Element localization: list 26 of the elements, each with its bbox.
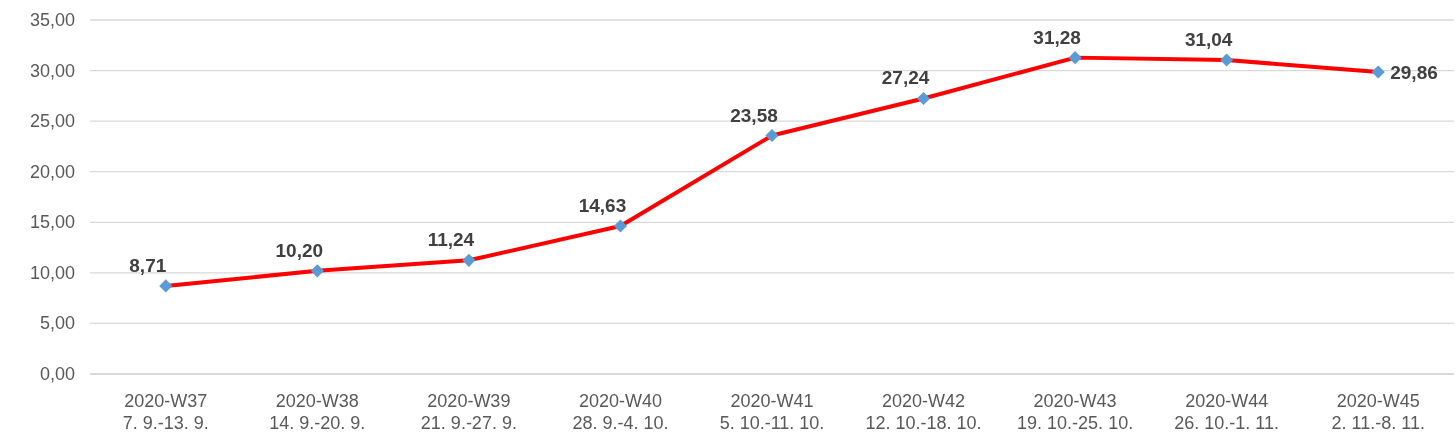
data-label: 8,71 [129,254,167,276]
data-label: 14,63 [578,195,627,217]
x-tick-label: 2020-W42 12. 10.-18. 10. [865,391,982,433]
x-tick-label: 2020-W40 28. 9.-4. 10. [572,391,669,433]
x-tick-label: 2020-W39 21. 9.-27. 9. [420,391,517,433]
data-label: 10,20 [275,239,324,261]
data-label: 31,28 [1033,26,1081,48]
y-tick-label: 5,00 [39,313,75,334]
x-tick-label: 2020-W44 26. 10.-1. 11. [1174,391,1280,433]
data-label: 27,24 [881,67,930,89]
y-tick-label: 15,00 [29,212,75,233]
y-tick-label: 10,00 [29,262,75,283]
data-label: 11,24 [427,229,475,251]
x-tick-label: 2020-W37 7. 9.-13. 9. [122,391,209,433]
y-tick-label: 20,00 [29,161,75,182]
x-tick-label: 2020-W38 14. 9.-20. 9. [269,391,366,433]
data-label: 31,04 [1184,29,1233,51]
x-tick-label: 2020-W43 19. 10.-25. 10. [1017,391,1134,433]
y-tick-label: 35,00 [29,10,75,30]
data-label: 29,86 [1390,61,1438,83]
x-tick-label: 2020-W41 5. 10.-11. 10. [719,391,825,433]
x-tick-label: 2020-W45 2. 11.-8. 11. [1331,391,1425,433]
y-tick-label: 30,00 [29,60,75,81]
y-tick-label: 0,00 [39,364,75,384]
data-label: 23,58 [730,104,778,126]
y-tick-label: 25,00 [29,111,75,132]
